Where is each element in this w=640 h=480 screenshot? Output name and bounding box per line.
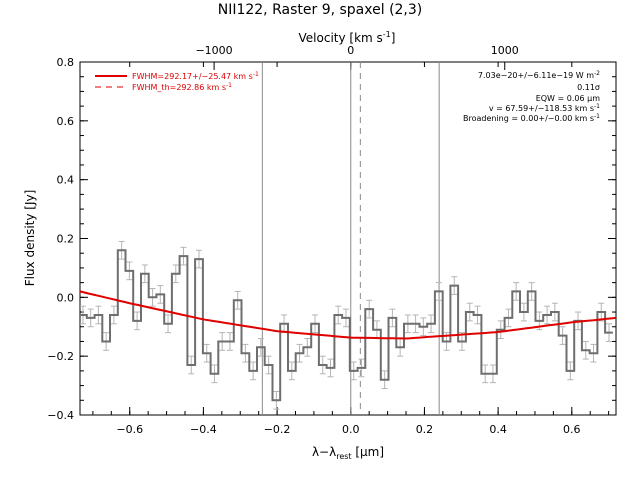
x-tick-label: −0.4 — [190, 423, 217, 436]
x-axis-label: λ−λrest [μm] — [312, 445, 384, 461]
x-tick-label: 0.2 — [416, 423, 434, 436]
y-tick-label: −0.4 — [47, 409, 74, 422]
annotation-eqw: EQW = 0.06 μm — [536, 94, 600, 103]
x-tick-label: 0.0 — [342, 423, 360, 436]
x-tick-label: −0.2 — [264, 423, 291, 436]
annotation-sigma: 0.11σ — [577, 83, 600, 92]
top-tick-label: −1000 — [195, 44, 232, 57]
chart-title: NII122, Raster 9, spaxel (2,3) — [218, 2, 423, 18]
y-tick-label: 0.0 — [57, 291, 75, 304]
y-tick-label: 0.4 — [57, 174, 75, 187]
top-axis-label: Velocity [km s-1] — [299, 30, 396, 45]
x-tick-label: −0.6 — [116, 423, 143, 436]
y-tick-label: 0.6 — [57, 115, 75, 128]
y-tick-label: 0.8 — [57, 56, 75, 69]
y-tick-label: −0.2 — [47, 350, 74, 363]
legend-label-fit: FWHM=292.17+/−25.47 km s-1 — [132, 71, 259, 81]
y-tick-label: 0.2 — [57, 233, 75, 246]
annotation-flux: 7.03e−20+/−6.11e−19 W m-2 — [478, 70, 600, 80]
annotation-broadening: Broadening = 0.00+/−0.00 km s-1 — [463, 113, 600, 123]
fit-curve — [79, 290, 617, 340]
x-tick-label: 0.4 — [489, 423, 507, 436]
y-axis-label: Flux density [Jy] — [23, 190, 37, 287]
fit-annotations: 7.03e−20+/−6.11e−19 W m-2 0.11σ EQW = 0.… — [463, 70, 600, 123]
top-tick-label: 0 — [347, 44, 354, 57]
legend-label-theoretical: FWHM_th=292.86 km s-1 — [132, 82, 232, 92]
x-tick-label: 0.6 — [563, 423, 581, 436]
legend: FWHM=292.17+/−25.47 km s-1 FWHM_th=292.8… — [95, 71, 259, 92]
spectrum-step-line — [79, 249, 613, 402]
top-tick-label: 1000 — [491, 44, 519, 57]
error-bars — [79, 240, 613, 410]
annotation-velocity: v = 67.59+/−118.53 km s-1 — [489, 103, 600, 113]
